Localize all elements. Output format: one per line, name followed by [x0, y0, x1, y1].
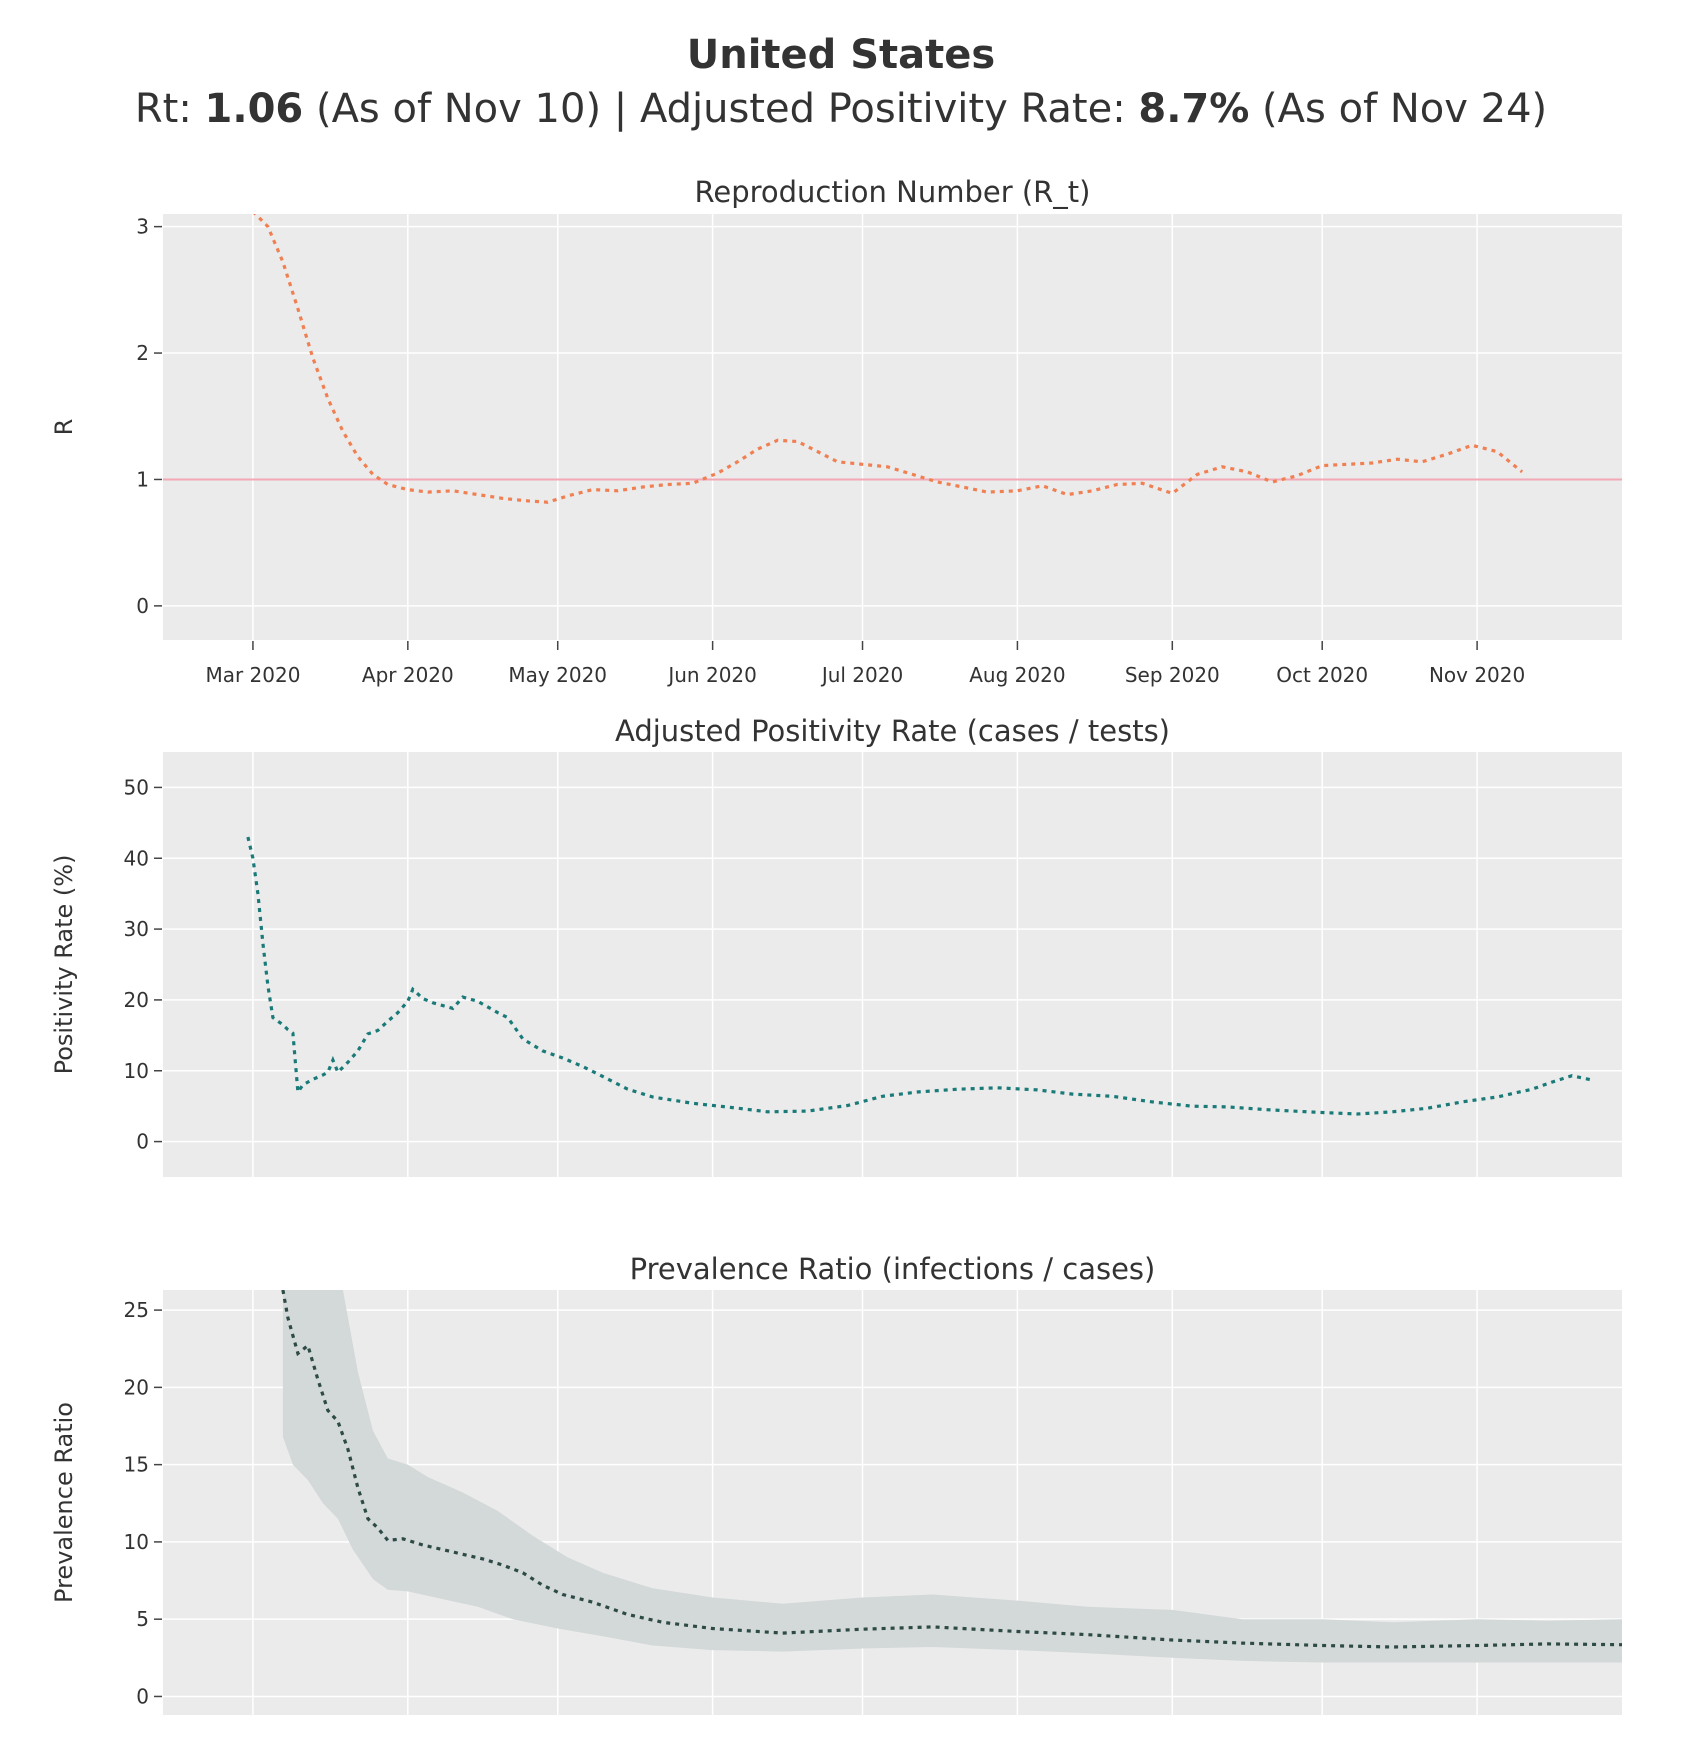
rt-value: 1.06	[204, 86, 304, 132]
rt-panel: 0 1 2 3 Reproduction Number (R_t) R Mar 2020 Ap…	[50, 175, 1622, 687]
y-tick-label: 10	[124, 1530, 149, 1554]
y-tick-label: 5	[136, 1607, 149, 1631]
positivity-line	[246, 836, 1593, 1116]
positivity-asof: (As of Nov 24)	[1249, 86, 1548, 132]
panel-title: Reproduction Number (R_t)	[695, 175, 1091, 209]
x-tick-label: Jul 2020	[820, 663, 903, 687]
x-tick-label: Mar 2020	[205, 663, 300, 687]
x-tick-label: Oct 2020	[1276, 663, 1368, 687]
y-tick-label: 25	[124, 1298, 149, 1322]
y-tick-label: 3	[136, 215, 149, 239]
x-tick-label: Jun 2020	[666, 663, 757, 687]
y-tick-label: 40	[124, 846, 149, 870]
x-tick-label: Apr 2020	[362, 663, 454, 687]
y-axis-label: R	[50, 419, 78, 436]
plot-area	[163, 214, 1622, 640]
x-tick-label: May 2020	[508, 663, 607, 687]
prevalence-panel: 0 5 10 15 20 25 Prevalence Ratio (infections /…	[50, 1252, 1622, 1715]
positivity-panel: 0 10 20 30 40 50 Adjusted Positivity Rate (cas…	[50, 714, 1622, 1177]
panel-title: Adjusted Positivity Rate (cases / tests)	[615, 714, 1170, 748]
y-axis-label: Positivity Rate (%)	[50, 855, 78, 1075]
prevalence-line	[281, 1290, 1622, 1649]
positivity-value: 8.7%	[1138, 86, 1250, 132]
y-tick-label: 0	[136, 594, 149, 618]
panel-title: Prevalence Ratio (infections / cases)	[630, 1252, 1156, 1286]
y-tick-label: 30	[124, 917, 149, 941]
plot-area	[163, 752, 1622, 1177]
rt-asof: (As of Nov 10) | Adjusted Positivity Rat…	[303, 86, 1139, 132]
y-tick-label: 15	[124, 1453, 149, 1477]
rt-line	[253, 214, 1524, 504]
y-tick-label: 0	[136, 1130, 149, 1154]
plot-marks	[163, 214, 1622, 504]
rt-label: Rt:	[134, 86, 205, 132]
plot-marks	[246, 836, 1593, 1116]
y-tick-label: 10	[124, 1059, 149, 1083]
x-tick-label: Nov 2020	[1429, 663, 1525, 687]
y-tick-label: 1	[136, 467, 149, 491]
plot-marks	[281, 1290, 1622, 1663]
y-tick-label: 20	[124, 988, 149, 1012]
chart-title: United States	[686, 32, 996, 78]
y-axis-label: Prevalence Ratio	[50, 1402, 78, 1603]
y-tick-label: 20	[124, 1375, 149, 1399]
x-tick-label: Aug 2020	[969, 663, 1065, 687]
chart-subtitle: Rt: 1.06 (As of Nov 10) | Adjusted Posit…	[0, 86, 1682, 132]
y-tick-label: 2	[136, 341, 149, 365]
confidence-band	[282, 1290, 1622, 1663]
y-tick-label: 50	[124, 775, 149, 799]
y-tick-label: 0	[136, 1684, 149, 1708]
x-tick-label: Sep 2020	[1125, 663, 1220, 687]
